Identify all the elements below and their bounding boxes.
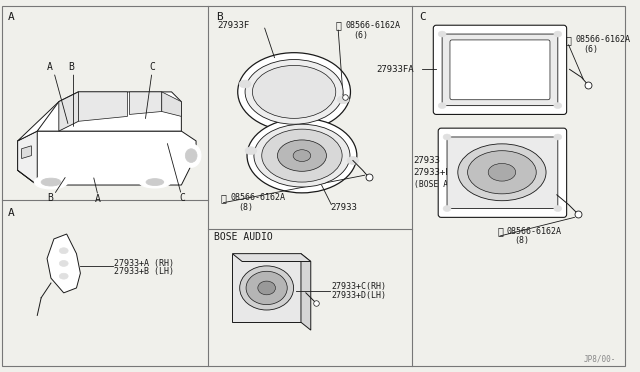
Text: B: B: [216, 12, 223, 22]
FancyBboxPatch shape: [438, 128, 566, 217]
Text: B: B: [68, 62, 74, 73]
Ellipse shape: [488, 163, 516, 181]
Ellipse shape: [237, 53, 351, 131]
Text: 08566-6162A: 08566-6162A: [345, 21, 400, 30]
Ellipse shape: [438, 103, 446, 109]
Polygon shape: [18, 92, 79, 141]
Ellipse shape: [438, 31, 446, 37]
Ellipse shape: [140, 176, 171, 188]
Text: 08566-6162A: 08566-6162A: [230, 193, 285, 202]
Text: Ⓢ: Ⓢ: [335, 20, 341, 30]
Polygon shape: [162, 92, 181, 116]
Text: 27933+C(RH): 27933+C(RH): [332, 282, 387, 292]
Text: 27933F: 27933F: [218, 21, 250, 30]
Ellipse shape: [468, 151, 536, 194]
Polygon shape: [37, 92, 181, 131]
Text: 27933: 27933: [330, 203, 357, 212]
Polygon shape: [18, 131, 196, 185]
Text: (6): (6): [583, 45, 598, 54]
Text: Ⓢ: Ⓢ: [566, 35, 572, 45]
Ellipse shape: [41, 178, 61, 186]
Ellipse shape: [293, 150, 311, 161]
Text: JP8/00-: JP8/00-: [583, 354, 616, 363]
Ellipse shape: [554, 31, 562, 37]
Text: 27933+D(LH): 27933+D(LH): [332, 291, 387, 300]
Ellipse shape: [337, 96, 349, 104]
Ellipse shape: [258, 281, 275, 295]
Ellipse shape: [186, 149, 197, 163]
Polygon shape: [129, 92, 162, 115]
FancyBboxPatch shape: [450, 40, 550, 100]
Text: Ⓢ: Ⓢ: [497, 226, 503, 236]
Polygon shape: [232, 254, 301, 322]
Ellipse shape: [347, 157, 359, 164]
Text: 27933: 27933: [413, 156, 440, 165]
Text: A: A: [95, 194, 101, 204]
Ellipse shape: [554, 134, 562, 140]
Ellipse shape: [239, 80, 251, 88]
Text: 27933FA: 27933FA: [376, 65, 413, 74]
Ellipse shape: [240, 266, 294, 310]
Polygon shape: [47, 234, 81, 293]
Polygon shape: [79, 92, 127, 121]
Ellipse shape: [458, 144, 546, 201]
FancyBboxPatch shape: [447, 137, 558, 209]
Ellipse shape: [181, 144, 201, 167]
Polygon shape: [59, 92, 79, 131]
Text: C: C: [149, 62, 155, 73]
Ellipse shape: [252, 65, 336, 118]
Text: C: C: [179, 193, 185, 203]
Ellipse shape: [277, 140, 326, 171]
Text: (8): (8): [515, 236, 530, 246]
Text: A: A: [47, 62, 53, 73]
FancyBboxPatch shape: [433, 25, 566, 115]
Ellipse shape: [60, 260, 68, 266]
Text: 27933+E: 27933+E: [413, 168, 451, 177]
Ellipse shape: [247, 118, 357, 193]
Text: B: B: [47, 193, 53, 203]
Ellipse shape: [554, 103, 562, 109]
Text: (8): (8): [238, 203, 253, 212]
Text: 27933+B (LH): 27933+B (LH): [114, 267, 173, 276]
Polygon shape: [232, 254, 311, 262]
Ellipse shape: [554, 206, 562, 212]
Text: 08566-6162A: 08566-6162A: [575, 35, 630, 44]
Ellipse shape: [254, 124, 350, 187]
FancyBboxPatch shape: [442, 34, 558, 106]
Text: (BOSE AUDIO): (BOSE AUDIO): [413, 180, 472, 189]
Text: A: A: [8, 12, 15, 22]
Text: A: A: [8, 208, 15, 218]
Text: 08566-6162A: 08566-6162A: [507, 227, 562, 235]
Ellipse shape: [262, 129, 342, 182]
Text: C: C: [420, 12, 426, 22]
Ellipse shape: [246, 271, 287, 305]
Text: 27933+A (RH): 27933+A (RH): [114, 259, 173, 268]
Text: (6): (6): [353, 31, 368, 39]
Ellipse shape: [35, 175, 68, 189]
Ellipse shape: [443, 206, 451, 212]
Ellipse shape: [60, 273, 68, 279]
Text: BOSE AUDIO: BOSE AUDIO: [214, 232, 273, 242]
Text: Ⓢ: Ⓢ: [221, 193, 227, 203]
Ellipse shape: [245, 60, 343, 124]
Ellipse shape: [443, 134, 451, 140]
Polygon shape: [18, 131, 37, 185]
Ellipse shape: [146, 179, 164, 186]
Polygon shape: [22, 146, 31, 158]
Polygon shape: [301, 254, 311, 330]
Ellipse shape: [60, 248, 68, 254]
Ellipse shape: [245, 147, 257, 155]
